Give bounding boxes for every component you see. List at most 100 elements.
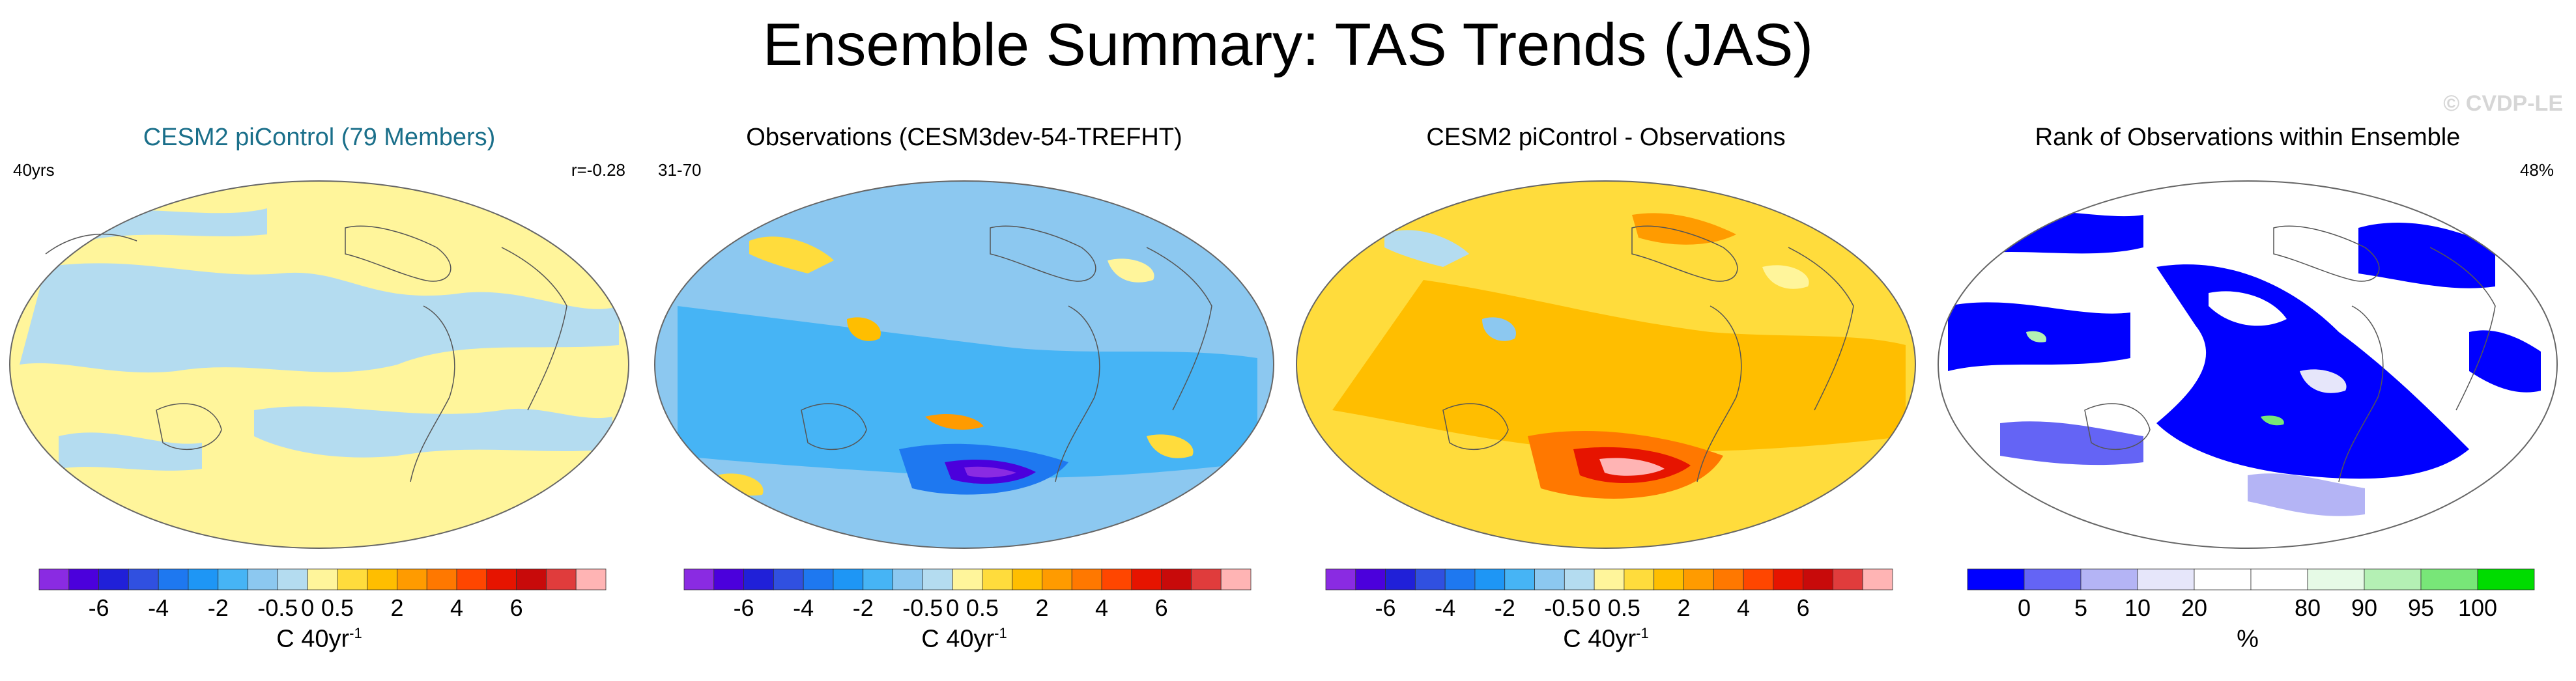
colorbar-swatch <box>218 568 248 591</box>
colorbar-tick-label: 90 <box>2351 594 2377 621</box>
colorbar-tick-label: -6 <box>734 594 754 621</box>
units-label: % <box>2237 625 2259 653</box>
map-observations <box>654 180 1274 549</box>
trend-region <box>847 317 881 341</box>
trend-region <box>1632 213 1736 245</box>
colorbar-tick-label: -0.5 <box>257 594 298 621</box>
map-ensemble-mean <box>9 180 629 549</box>
colorbar-swatch <box>1653 568 1684 591</box>
colorbar-units: C 40yr-1 <box>0 625 638 654</box>
colorbar: 0 5 10 20 80 90 95 100 <box>1967 568 2535 621</box>
colorbar-tick-label: 6 <box>1797 594 1810 621</box>
trend-region <box>59 432 202 471</box>
units-label: C 40yr <box>1563 625 1637 653</box>
colorbar-swatch <box>863 568 893 591</box>
colorbar-tick-label: 5 <box>2074 594 2087 621</box>
colorbar-tick-label: -6 <box>89 594 109 621</box>
map-border <box>9 180 629 549</box>
colorbar-units: C 40yr-1 <box>645 625 1283 654</box>
colorbar-swatch <box>1773 568 1804 591</box>
colorbar-tick-label: -2 <box>1495 594 1515 621</box>
colorbar-units: % <box>1928 625 2567 654</box>
rank-region <box>2261 415 2284 426</box>
colorbar-swatch <box>2307 568 2365 591</box>
colorbar-tick-label: 6 <box>1155 594 1168 621</box>
colorbar-swatch <box>248 568 278 591</box>
colorbar-swatch <box>516 568 547 591</box>
trend-region <box>925 413 984 430</box>
trend-region <box>678 306 1257 478</box>
coastlines <box>45 225 567 482</box>
panel-title: CESM2 piControl - Observations <box>1426 124 1786 151</box>
colorbar-swatch <box>188 568 219 591</box>
colorbar-swatch <box>426 568 457 591</box>
colorbar-swatch <box>922 568 953 591</box>
colorbar-tick-label: 0 <box>1588 594 1601 621</box>
colorbar-tick-label: 0 <box>2018 594 2031 621</box>
colorbar-tick-label: -2 <box>853 594 874 621</box>
trend-region <box>1108 258 1154 283</box>
colorbar-swatch <box>1504 568 1535 591</box>
colorbar-swatch <box>1355 568 1386 591</box>
colorbar-swatch <box>68 568 99 591</box>
rank-region <box>2300 369 2347 393</box>
colorbar-tick-label: -4 <box>148 594 169 621</box>
trend-region <box>964 466 1016 478</box>
colorbar-swatch <box>2364 568 2422 591</box>
units-label: C 40yr <box>276 625 350 653</box>
colorbar-swatch <box>1220 568 1252 591</box>
colorbar-swatch <box>773 568 804 591</box>
colorbar-swatch <box>367 568 397 591</box>
colorbar: -6 -4 -2 -0.5 0 0.5 2 4 6 <box>683 568 1252 621</box>
colorbar-swatch <box>546 568 577 591</box>
trend-region <box>254 406 612 458</box>
colorbar-swatch <box>1325 568 1356 591</box>
figure-title: Ensemble Summary: TAS Trends (JAS) <box>762 12 1814 78</box>
trend-region <box>1482 317 1516 341</box>
colorbar-swatch <box>1564 568 1595 591</box>
colorbar-swatch <box>713 568 744 591</box>
colorbar-swatch <box>2250 568 2308 591</box>
colorbar-swatch <box>1743 568 1774 591</box>
colorbar-swatch <box>833 568 864 591</box>
map-rank <box>1938 180 2558 549</box>
colorbar-tick-label: -2 <box>208 594 229 621</box>
colorbar-swatch <box>128 568 159 591</box>
colorbar-swatch <box>158 568 189 591</box>
colorbar-tick-label: 2 <box>390 594 403 621</box>
panel-title: Observations (CESM3dev-54-TREFHT) <box>746 124 1182 151</box>
colorbar-swatch <box>98 568 129 591</box>
colorbar-swatch <box>1862 568 1893 591</box>
colorbar-tick-label: -4 <box>793 594 814 621</box>
colorbar-swatch <box>1071 568 1102 591</box>
panel-title: Rank of Observations within Ensemble <box>2035 124 2461 151</box>
colorbar-swatch <box>1191 568 1222 591</box>
panel-difference: CESM2 piControl - Observations -6 -4 -2 -0.… <box>1287 111 1925 677</box>
colorbar-swatch <box>743 568 774 591</box>
colorbar: -6 -4 -2 -0.5 0 0.5 2 4 6 <box>1325 568 1893 621</box>
colorbar-tick-label: 0.5 <box>966 594 999 621</box>
colorbar-tick-label: 4 <box>1095 594 1108 621</box>
colorbar-swatch <box>952 568 983 591</box>
colorbar-tick-label: 4 <box>450 594 463 621</box>
map-difference <box>1296 180 1916 549</box>
colorbar-swatch <box>277 568 308 591</box>
colorbar-swatch <box>2420 568 2478 591</box>
panel-rank: Rank of Observations within Ensemble 48%… <box>1928 111 2567 677</box>
rank-region <box>1974 210 2143 254</box>
colorbar-tick-label: 2 <box>1677 594 1690 621</box>
map-border <box>1296 180 1916 549</box>
rank-region <box>2469 330 2541 393</box>
colorbar-units: C 40yr-1 <box>1287 625 1925 654</box>
units-exponent: -1 <box>994 625 1007 641</box>
colorbar-tick-label: -6 <box>1375 594 1396 621</box>
colorbar-swatch <box>486 568 517 591</box>
colorbar-swatch <box>456 568 487 591</box>
colorbar-swatch <box>2137 568 2195 591</box>
rank-region <box>2026 331 2046 342</box>
colorbar-tick-label: 0.5 <box>1608 594 1640 621</box>
colorbar-swatch <box>1534 568 1565 591</box>
colorbar-tick-label: 95 <box>2408 594 2434 621</box>
panel-right-annotation: 48% <box>2519 160 2554 180</box>
trend-region <box>20 263 619 373</box>
